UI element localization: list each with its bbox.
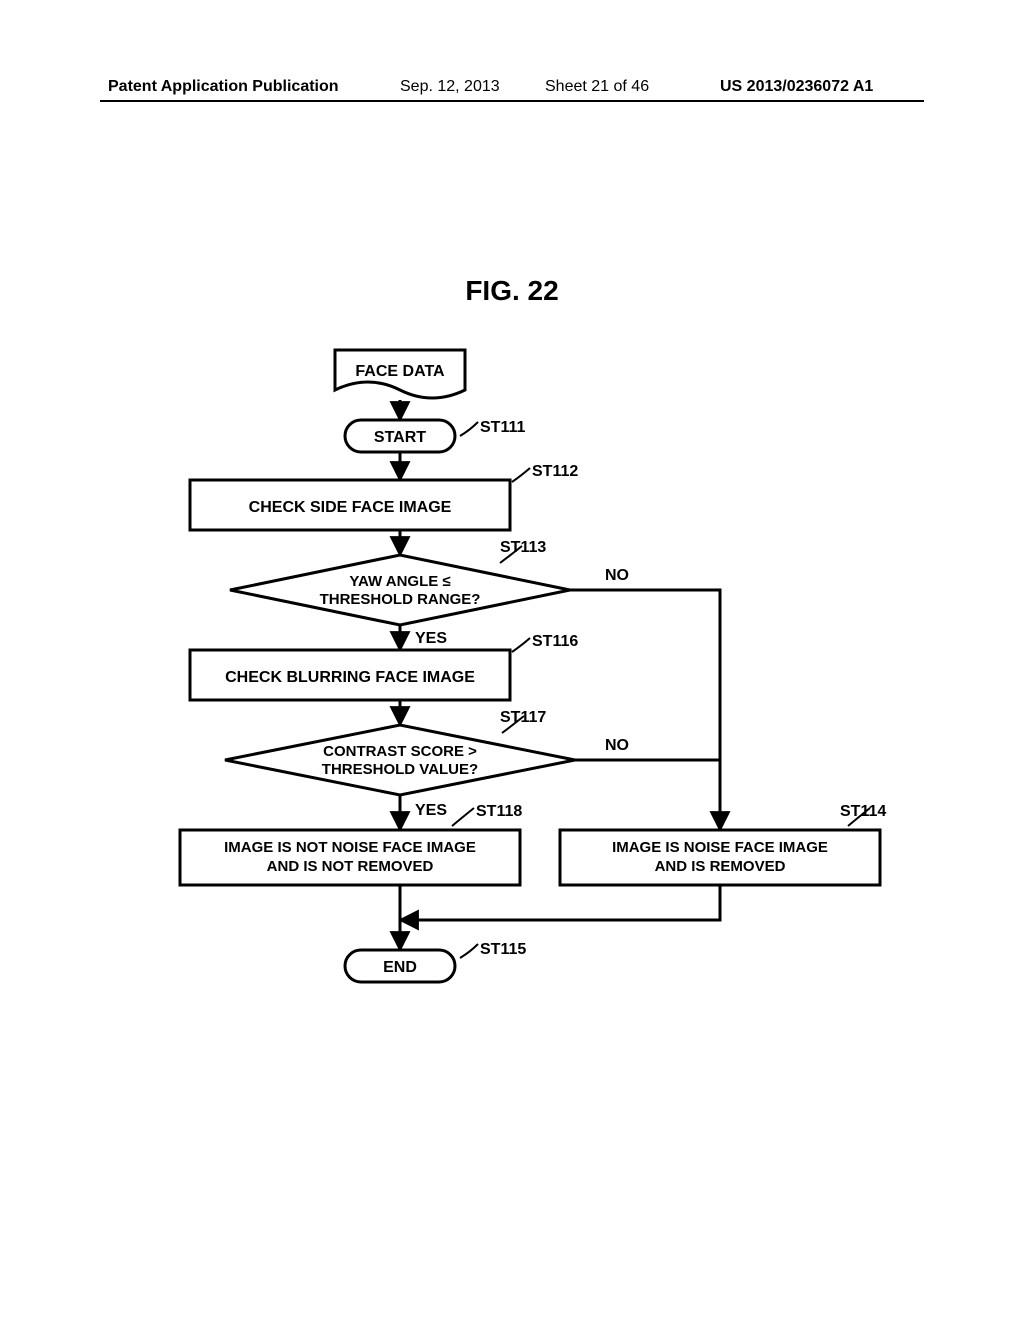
label-yes-2: YES (415, 802, 447, 819)
st113-line1: YAW ANGLE ≤ (349, 573, 450, 590)
node-st116: CHECK BLURRING FACE IMAGE ST116 (190, 633, 578, 700)
end-ref-leader (460, 944, 478, 958)
header-rule (100, 100, 924, 102)
node-facedata: FACE DATA (335, 350, 465, 398)
header-publication: Patent Application Publication (108, 78, 339, 96)
st118-line2: AND IS NOT REMOVED (267, 858, 434, 875)
facedata-label: FACE DATA (355, 363, 445, 380)
st118-ref-leader (452, 808, 474, 826)
st113-ref: ST113 (500, 539, 546, 556)
node-st112: CHECK SIDE FACE IMAGE ST112 (190, 463, 578, 530)
header-date: Sep. 12, 2013 (400, 78, 500, 96)
st118-line1: IMAGE IS NOT NOISE FACE IMAGE (224, 839, 476, 856)
start-label: START (374, 429, 426, 446)
page: Patent Application Publication Sep. 12, … (0, 0, 1024, 1320)
node-end: END ST115 (345, 941, 526, 982)
label-no-2: NO (605, 737, 629, 754)
header-pubno: US 2013/0236072 A1 (720, 78, 873, 96)
st113-line2: THRESHOLD RANGE? (320, 591, 481, 608)
flowchart: YES NO YES NO FACE DATA START ST111 (130, 340, 910, 1020)
label-no-1: NO (605, 567, 629, 584)
header-sheet: Sheet 21 of 46 (545, 78, 649, 96)
st112-label: CHECK SIDE FACE IMAGE (249, 499, 452, 516)
figure-title: FIG. 22 (0, 275, 1024, 307)
st114-ref: ST114 (840, 803, 886, 820)
node-start: START ST111 (345, 419, 525, 452)
edge-st113-st114 (570, 590, 720, 830)
st117-line1: CONTRAST SCORE > (323, 743, 477, 760)
end-label: END (383, 959, 417, 976)
edge-st114-end (400, 885, 720, 920)
st114-line2: AND IS REMOVED (655, 858, 786, 875)
label-yes-1: YES (415, 630, 447, 647)
st117-line2: THRESHOLD VALUE? (322, 761, 478, 778)
node-st114: IMAGE IS NOISE FACE IMAGE AND IS REMOVED… (560, 803, 886, 885)
start-ref-leader (460, 422, 478, 436)
node-st118: IMAGE IS NOT NOISE FACE IMAGE AND IS NOT… (180, 803, 522, 885)
st116-label: CHECK BLURRING FACE IMAGE (225, 669, 475, 686)
st116-ref: ST116 (532, 633, 578, 650)
st112-ref: ST112 (532, 463, 578, 480)
end-ref: ST115 (480, 941, 526, 958)
st118-ref: ST118 (476, 803, 522, 820)
st112-ref-leader (512, 468, 530, 482)
st116-ref-leader (512, 638, 530, 652)
st117-ref: ST117 (500, 709, 546, 726)
start-ref: ST111 (480, 419, 525, 436)
st114-line1: IMAGE IS NOISE FACE IMAGE (612, 839, 828, 856)
